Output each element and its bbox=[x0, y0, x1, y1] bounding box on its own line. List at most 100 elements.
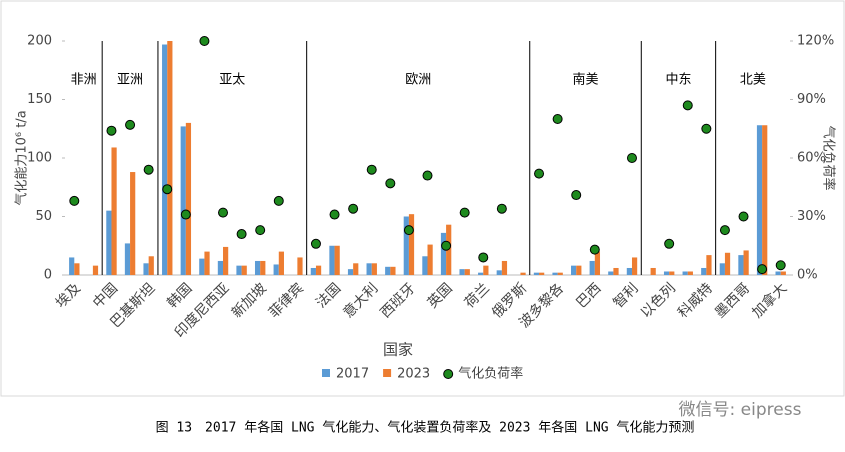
y-axis-title: 气化能力10⁶ t/a bbox=[14, 110, 30, 205]
x-tick-label: 法国 bbox=[313, 280, 344, 311]
legend-marker bbox=[322, 369, 330, 377]
bar bbox=[371, 263, 377, 275]
load-rate-dot bbox=[534, 168, 545, 179]
x-tick-label: 科威特 bbox=[675, 280, 716, 321]
y-tick-label: 200 bbox=[27, 34, 52, 49]
load-rate-dot bbox=[441, 240, 452, 251]
region-label: 亚洲 bbox=[117, 73, 143, 88]
x-tick-label: 加拿大 bbox=[749, 280, 791, 322]
bar bbox=[347, 269, 354, 275]
x-tick-label: 以色列 bbox=[637, 280, 679, 322]
load-rate-dot bbox=[589, 244, 600, 255]
bar bbox=[273, 264, 279, 275]
bar bbox=[390, 266, 396, 275]
bar bbox=[124, 243, 131, 275]
x-tick-label: 墨西哥 bbox=[712, 280, 753, 321]
load-rate-dot bbox=[775, 260, 786, 271]
load-rate-dot bbox=[366, 164, 377, 175]
load-rate-dot bbox=[310, 238, 321, 249]
bar bbox=[217, 260, 224, 275]
bar bbox=[143, 263, 149, 275]
y-tick-label: 50 bbox=[35, 209, 52, 224]
bar bbox=[92, 265, 99, 275]
x-tick-label: 中国 bbox=[90, 280, 121, 311]
load-rate-dot bbox=[255, 225, 266, 236]
bar bbox=[743, 250, 749, 275]
region-label: 中东 bbox=[665, 73, 691, 88]
legend-label: 气化负荷率 bbox=[458, 366, 523, 382]
bar bbox=[204, 251, 210, 275]
bar bbox=[706, 255, 712, 275]
bar bbox=[167, 41, 173, 275]
bar bbox=[185, 122, 192, 276]
chart-frame bbox=[0, 0, 845, 397]
region-label: 北美 bbox=[740, 73, 766, 88]
bar bbox=[756, 125, 763, 276]
bar bbox=[626, 267, 632, 275]
bar bbox=[719, 263, 725, 275]
bar bbox=[775, 271, 781, 275]
bar bbox=[315, 265, 322, 275]
load-rate-dot bbox=[403, 225, 414, 236]
load-rate-dot bbox=[236, 229, 247, 240]
bar bbox=[478, 272, 484, 275]
bar bbox=[254, 260, 261, 275]
load-rate-dot bbox=[757, 264, 768, 275]
x-tick-label: 荷兰 bbox=[462, 280, 493, 311]
load-rate-dot bbox=[626, 153, 637, 163]
bar bbox=[403, 216, 409, 275]
bar bbox=[724, 252, 731, 275]
legend-marker bbox=[443, 369, 454, 379]
bar bbox=[310, 267, 316, 275]
x-tick-label: 新加坡 bbox=[229, 280, 270, 321]
bar bbox=[780, 271, 786, 275]
load-rate-dot bbox=[459, 207, 470, 218]
bar bbox=[199, 258, 205, 275]
x-tick-label: 巴西 bbox=[573, 280, 604, 311]
load-rate-dot bbox=[478, 252, 489, 263]
legend-label: 2023 bbox=[397, 367, 430, 382]
bar bbox=[162, 44, 168, 276]
bar bbox=[459, 269, 465, 275]
load-rate-dot bbox=[329, 209, 340, 220]
bar bbox=[148, 256, 154, 275]
watermark: 微信号: eipress bbox=[679, 400, 802, 420]
bar bbox=[496, 270, 502, 275]
load-rate-dot bbox=[180, 209, 191, 220]
bar bbox=[762, 125, 768, 276]
x-tick-label: 意大利 bbox=[340, 280, 382, 322]
bar bbox=[241, 265, 247, 275]
y-tick-label: 100 bbox=[27, 151, 52, 166]
load-rate-dot bbox=[738, 211, 749, 222]
load-rate-dot bbox=[664, 238, 675, 249]
legend-marker bbox=[383, 369, 392, 377]
y2-tick-label: 30% bbox=[797, 209, 826, 224]
load-rate-dot bbox=[218, 207, 229, 218]
bar bbox=[130, 172, 136, 275]
bar bbox=[483, 265, 489, 275]
load-rate-dot bbox=[106, 125, 117, 136]
load-rate-dot bbox=[69, 195, 80, 206]
bar bbox=[422, 256, 428, 275]
bar bbox=[682, 271, 688, 275]
bar bbox=[180, 126, 186, 275]
bar bbox=[106, 210, 112, 275]
bar bbox=[520, 272, 526, 275]
bar bbox=[557, 272, 563, 275]
bar bbox=[278, 251, 284, 275]
bar bbox=[533, 272, 540, 275]
bar bbox=[408, 214, 415, 275]
bar bbox=[353, 263, 359, 275]
y2-tick-label: 90% bbox=[797, 92, 826, 107]
region-label: 亚太 bbox=[219, 73, 245, 88]
bar bbox=[427, 244, 433, 275]
bar bbox=[594, 251, 601, 275]
bar bbox=[501, 260, 508, 275]
load-rate-dot bbox=[701, 123, 712, 134]
bar bbox=[223, 246, 229, 275]
bar bbox=[650, 267, 656, 275]
bar bbox=[385, 266, 391, 275]
region-label: 南美 bbox=[573, 72, 599, 88]
bar bbox=[608, 271, 614, 275]
